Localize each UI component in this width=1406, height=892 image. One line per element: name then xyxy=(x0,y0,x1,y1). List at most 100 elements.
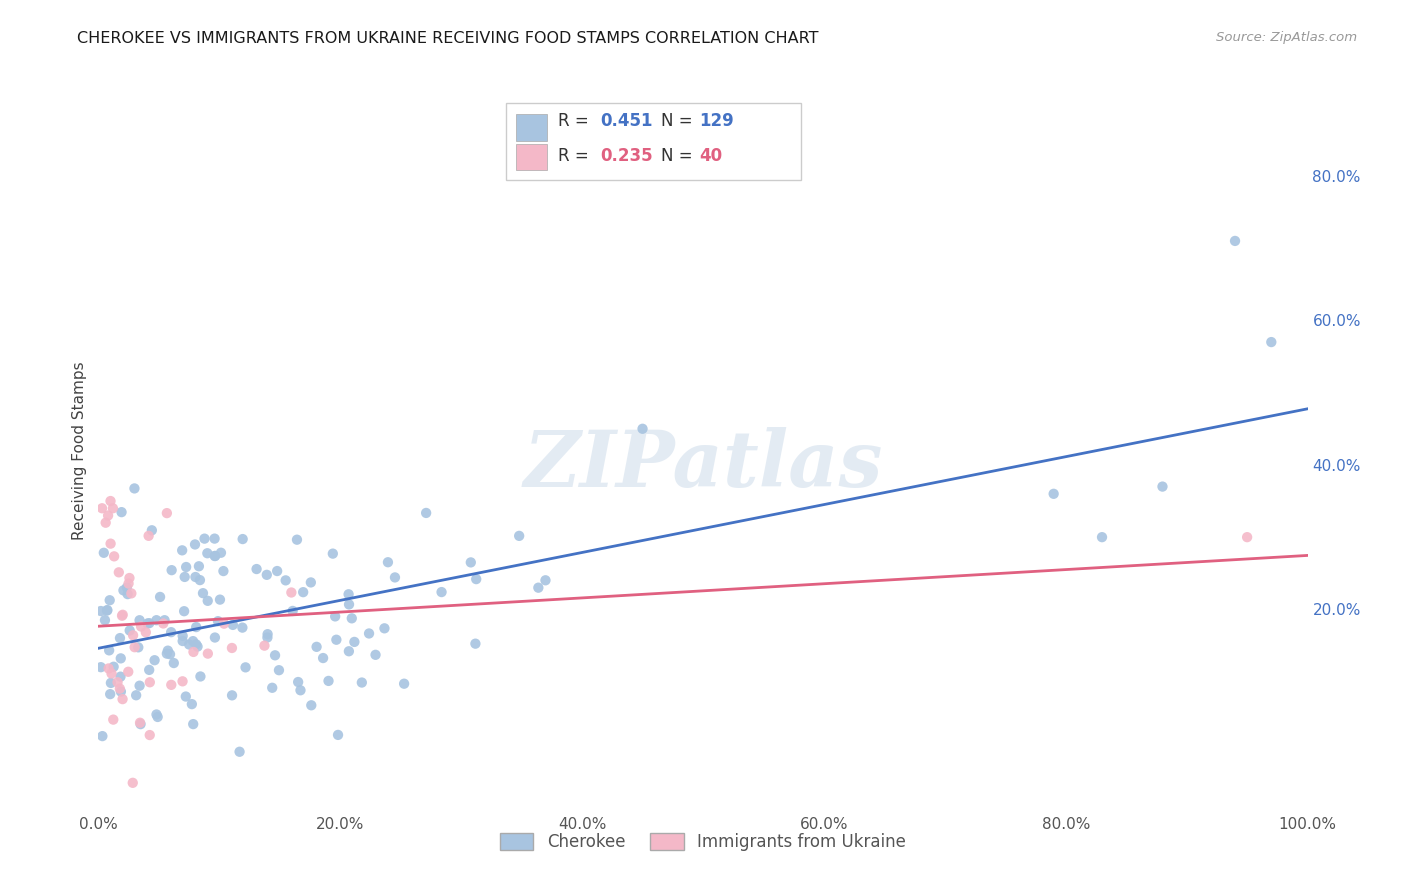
Text: R =: R = xyxy=(558,147,595,165)
Point xyxy=(179,638,201,652)
Point xyxy=(465,572,488,586)
Point xyxy=(117,587,139,601)
Point xyxy=(292,585,315,599)
Point xyxy=(110,505,132,519)
Point xyxy=(415,506,437,520)
Point xyxy=(262,681,284,695)
Point xyxy=(186,637,208,651)
Point xyxy=(357,626,380,640)
Point xyxy=(129,619,152,633)
Point xyxy=(98,643,121,657)
Point xyxy=(97,661,120,675)
Point xyxy=(138,728,160,742)
Point xyxy=(138,616,160,631)
Point xyxy=(145,707,167,722)
Point xyxy=(392,676,415,690)
Legend: Cherokee, Immigrants from Ukraine: Cherokee, Immigrants from Ukraine xyxy=(494,826,912,857)
Text: 0.235: 0.235 xyxy=(600,147,652,165)
Point xyxy=(103,659,125,673)
Point xyxy=(534,574,557,588)
Point xyxy=(325,632,347,647)
Point xyxy=(322,547,344,561)
Point xyxy=(204,549,226,563)
Point xyxy=(163,656,186,670)
Point xyxy=(343,635,366,649)
Point xyxy=(110,651,132,665)
Point xyxy=(464,637,486,651)
Point xyxy=(508,529,530,543)
Point xyxy=(245,562,267,576)
Point xyxy=(112,583,135,598)
Point xyxy=(124,640,146,655)
Point xyxy=(337,587,360,601)
Point xyxy=(212,616,235,631)
Point xyxy=(231,621,253,635)
Point xyxy=(208,592,231,607)
Point xyxy=(460,555,482,569)
Point xyxy=(117,665,139,679)
Point xyxy=(207,614,229,628)
Point xyxy=(125,688,148,702)
Point xyxy=(299,575,322,590)
Point xyxy=(184,537,207,551)
Point xyxy=(1152,480,1174,494)
Point xyxy=(204,532,226,546)
Point xyxy=(235,660,257,674)
Point xyxy=(312,651,335,665)
Point xyxy=(127,640,149,655)
Point xyxy=(143,653,166,667)
Point xyxy=(430,585,453,599)
Point xyxy=(209,546,232,560)
Text: N =: N = xyxy=(661,112,697,129)
Point xyxy=(377,555,399,569)
Point xyxy=(159,647,181,661)
Point xyxy=(184,570,207,584)
Point xyxy=(100,536,122,550)
Point xyxy=(287,675,309,690)
Point xyxy=(118,624,141,638)
Point xyxy=(222,618,245,632)
Text: 0.451: 0.451 xyxy=(600,112,652,129)
Point xyxy=(100,666,122,681)
Point xyxy=(197,647,219,661)
Point xyxy=(90,604,112,618)
Point xyxy=(173,570,195,584)
Point xyxy=(174,690,197,704)
Point xyxy=(181,717,204,731)
Point xyxy=(172,674,194,689)
Point xyxy=(91,729,114,743)
Point xyxy=(138,529,160,543)
Point xyxy=(1042,487,1064,501)
Point xyxy=(266,564,288,578)
Point xyxy=(153,613,176,627)
Point xyxy=(146,710,169,724)
Point xyxy=(285,533,308,547)
Text: Source: ZipAtlas.com: Source: ZipAtlas.com xyxy=(1216,31,1357,45)
Point xyxy=(98,687,121,701)
Point xyxy=(204,631,226,645)
Point xyxy=(183,645,205,659)
Point xyxy=(326,728,349,742)
Point xyxy=(145,613,167,627)
Point xyxy=(172,629,194,643)
Point xyxy=(124,482,146,496)
Point xyxy=(232,532,254,546)
Point xyxy=(384,570,406,584)
Point xyxy=(228,745,250,759)
Point xyxy=(129,717,152,731)
Point xyxy=(204,549,226,563)
Point xyxy=(94,613,117,627)
Point xyxy=(264,648,287,663)
Point xyxy=(156,506,179,520)
Point xyxy=(108,631,131,645)
Text: 40: 40 xyxy=(699,147,721,165)
Point xyxy=(152,616,174,631)
Point xyxy=(122,628,145,642)
Point xyxy=(1223,234,1246,248)
Point xyxy=(195,546,218,560)
Point xyxy=(280,585,302,599)
Point xyxy=(121,776,143,790)
Point xyxy=(274,574,297,588)
Point xyxy=(93,546,115,560)
Point xyxy=(138,663,160,677)
